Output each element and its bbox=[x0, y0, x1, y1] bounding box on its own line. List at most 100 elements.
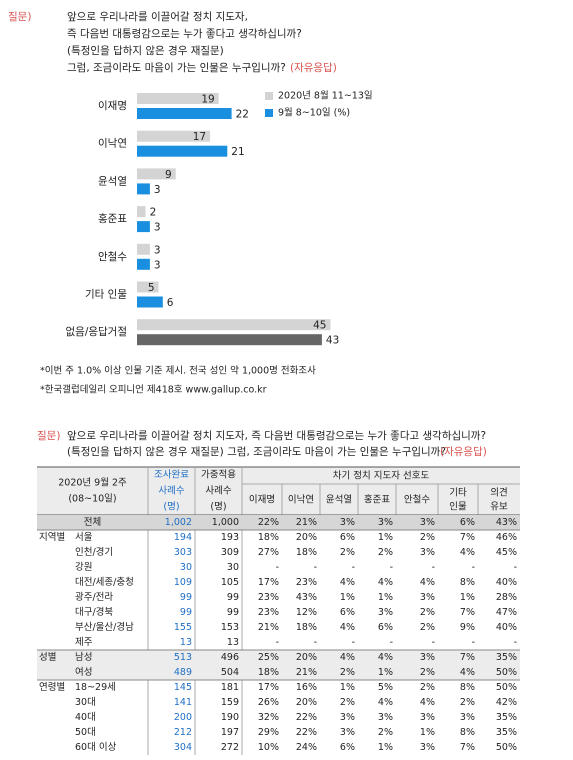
cell: - bbox=[432, 637, 435, 648]
item-header: 기타 bbox=[449, 488, 467, 499]
cell: 2% bbox=[378, 547, 393, 558]
cell: 4% bbox=[460, 547, 475, 558]
cell: 2% bbox=[420, 667, 435, 678]
sample-header: 사례수 bbox=[205, 486, 231, 497]
cell: - bbox=[352, 562, 355, 573]
value-label: 2 bbox=[150, 207, 157, 219]
cell: 50% bbox=[496, 682, 517, 693]
question-line: (특정인을 답하지 않은 경우 재질문) 그럼, 조금이라도 마음이 가는 인물… bbox=[67, 445, 446, 458]
legend-swatch bbox=[265, 109, 273, 117]
cell: 25% bbox=[258, 652, 279, 663]
cell: 6% bbox=[340, 532, 355, 543]
cell: 1,000 bbox=[212, 517, 239, 528]
cell: 153 bbox=[221, 622, 239, 633]
item-header: 인물 bbox=[449, 502, 467, 513]
item-header: 안철수 bbox=[404, 495, 430, 506]
cell: 4% bbox=[340, 652, 355, 663]
question-tag: (자유응답) bbox=[440, 446, 487, 458]
cell: 99 bbox=[227, 607, 239, 618]
cell: 1% bbox=[378, 667, 393, 678]
row-label: 18~29세 bbox=[75, 682, 116, 693]
value-label: 21 bbox=[231, 146, 244, 158]
row-group: 성별 bbox=[39, 652, 56, 663]
cell: 309 bbox=[221, 547, 239, 558]
cell: 6% bbox=[460, 517, 475, 528]
cell: 3% bbox=[420, 592, 435, 603]
category-label: 없음/응답거절 bbox=[66, 325, 128, 338]
item-header: 홍준표 bbox=[364, 494, 390, 506]
row-label: 인천/경기 bbox=[75, 546, 113, 558]
cell: 6% bbox=[340, 742, 355, 753]
cell: 13 bbox=[227, 637, 239, 648]
question-label: 질문) bbox=[37, 430, 60, 442]
cell: 7% bbox=[460, 742, 475, 753]
bar bbox=[137, 108, 232, 119]
bar bbox=[137, 206, 146, 218]
cell: 47% bbox=[496, 607, 517, 618]
cell: 2% bbox=[340, 697, 355, 708]
cell: 489 bbox=[174, 667, 192, 678]
cell: 159 bbox=[221, 697, 239, 708]
cell: 212 bbox=[174, 727, 192, 738]
bar bbox=[137, 281, 159, 293]
cell: 20% bbox=[296, 697, 317, 708]
cell: 6% bbox=[340, 607, 355, 618]
value-label: 9 bbox=[165, 169, 172, 181]
cell: 20% bbox=[296, 652, 317, 663]
cell: 7% bbox=[460, 532, 475, 543]
item-header: 유보 bbox=[490, 502, 508, 513]
category-label: 윤석열 bbox=[98, 175, 127, 187]
cell: 32% bbox=[258, 712, 279, 723]
row-group: 연령별 bbox=[39, 681, 65, 693]
cell: 4% bbox=[420, 577, 435, 588]
category-label: 기타 인물 bbox=[85, 289, 127, 301]
row-label: 남성 bbox=[75, 652, 92, 663]
cell: 1,002 bbox=[165, 517, 192, 528]
header-bg bbox=[37, 467, 520, 515]
row-bg bbox=[37, 650, 520, 665]
cell: - bbox=[276, 637, 279, 648]
cell: 1% bbox=[420, 727, 435, 738]
row-label: 강원 bbox=[75, 562, 92, 573]
category-label: 안철수 bbox=[98, 251, 127, 263]
cell: 8% bbox=[460, 682, 475, 693]
cell: 109 bbox=[174, 577, 192, 588]
row-label: 60대 이상 bbox=[75, 742, 117, 753]
cell: 23% bbox=[258, 607, 279, 618]
cell: 29% bbox=[258, 727, 279, 738]
row-label: 부산/울산/경남 bbox=[75, 621, 134, 633]
cell: 5% bbox=[378, 682, 393, 693]
cell: 8% bbox=[460, 577, 475, 588]
question-label: 질문) bbox=[8, 11, 31, 23]
cell: 155 bbox=[174, 622, 192, 633]
cell: 43% bbox=[496, 517, 517, 528]
cell: 99 bbox=[227, 592, 239, 603]
note: *한국갤럽데일리 오피니언 제418호 www.gallup.co.kr bbox=[40, 384, 267, 396]
cell: 4% bbox=[378, 652, 393, 663]
cell: - bbox=[472, 562, 475, 573]
cell: - bbox=[314, 562, 317, 573]
cell: 16% bbox=[296, 682, 317, 693]
cell: 35% bbox=[496, 727, 517, 738]
cell: - bbox=[314, 637, 317, 648]
row-label: 광주/전라 bbox=[75, 591, 113, 603]
cell: 2% bbox=[460, 697, 475, 708]
cell: 8% bbox=[460, 727, 475, 738]
cell: 3% bbox=[420, 517, 435, 528]
cell: 303 bbox=[174, 547, 192, 558]
cell: 13 bbox=[180, 637, 192, 648]
cell: 17% bbox=[258, 577, 279, 588]
cell: 2% bbox=[420, 622, 435, 633]
legend-label: 9월 8~10일 (%) bbox=[278, 107, 350, 119]
value-label: 3 bbox=[154, 184, 161, 196]
cell: 304 bbox=[174, 742, 192, 753]
cell: 1% bbox=[378, 532, 393, 543]
cell: 105 bbox=[221, 577, 239, 588]
cell: 2% bbox=[420, 682, 435, 693]
cell: 193 bbox=[221, 532, 239, 543]
cell: 99 bbox=[180, 607, 192, 618]
value-label: 3 bbox=[154, 222, 161, 234]
cell: 40% bbox=[496, 622, 517, 633]
value-label: 3 bbox=[154, 259, 161, 271]
